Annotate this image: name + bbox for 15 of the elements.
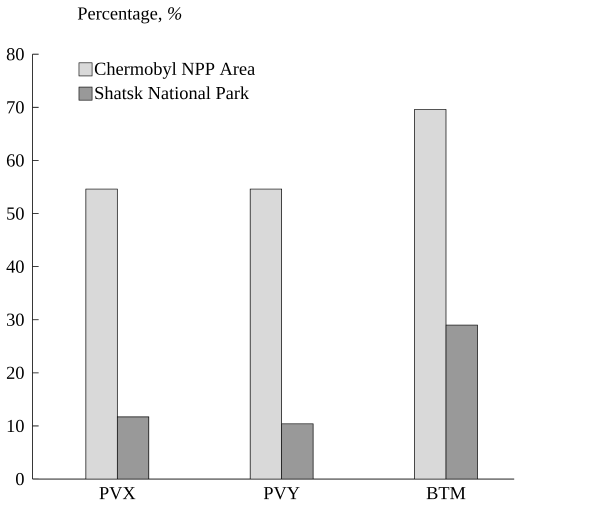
x-tick-label: PVY (264, 487, 300, 500)
y-tick-label: 40 (6, 260, 24, 274)
y-tick-label: 10 (8, 420, 24, 432)
y-axis-title: Percentage, % (78, 7, 182, 24)
y-tick-label: 70 (7, 101, 24, 114)
y-tick-label: 80 (6, 48, 24, 61)
x-tick-label: PVX (99, 487, 136, 500)
y-tick-label: 0 (16, 473, 24, 486)
legend-label: Chermobyl NPP Area (94, 62, 255, 80)
legend-label: Shatsk National Park (95, 86, 250, 100)
y-tick-label: 50 (7, 208, 24, 220)
y-tick-label: 20 (6, 366, 24, 380)
y-tick-label: 60 (6, 154, 24, 167)
y-tick-label: 30 (7, 314, 24, 326)
x-tick-label: BTM (426, 487, 466, 500)
